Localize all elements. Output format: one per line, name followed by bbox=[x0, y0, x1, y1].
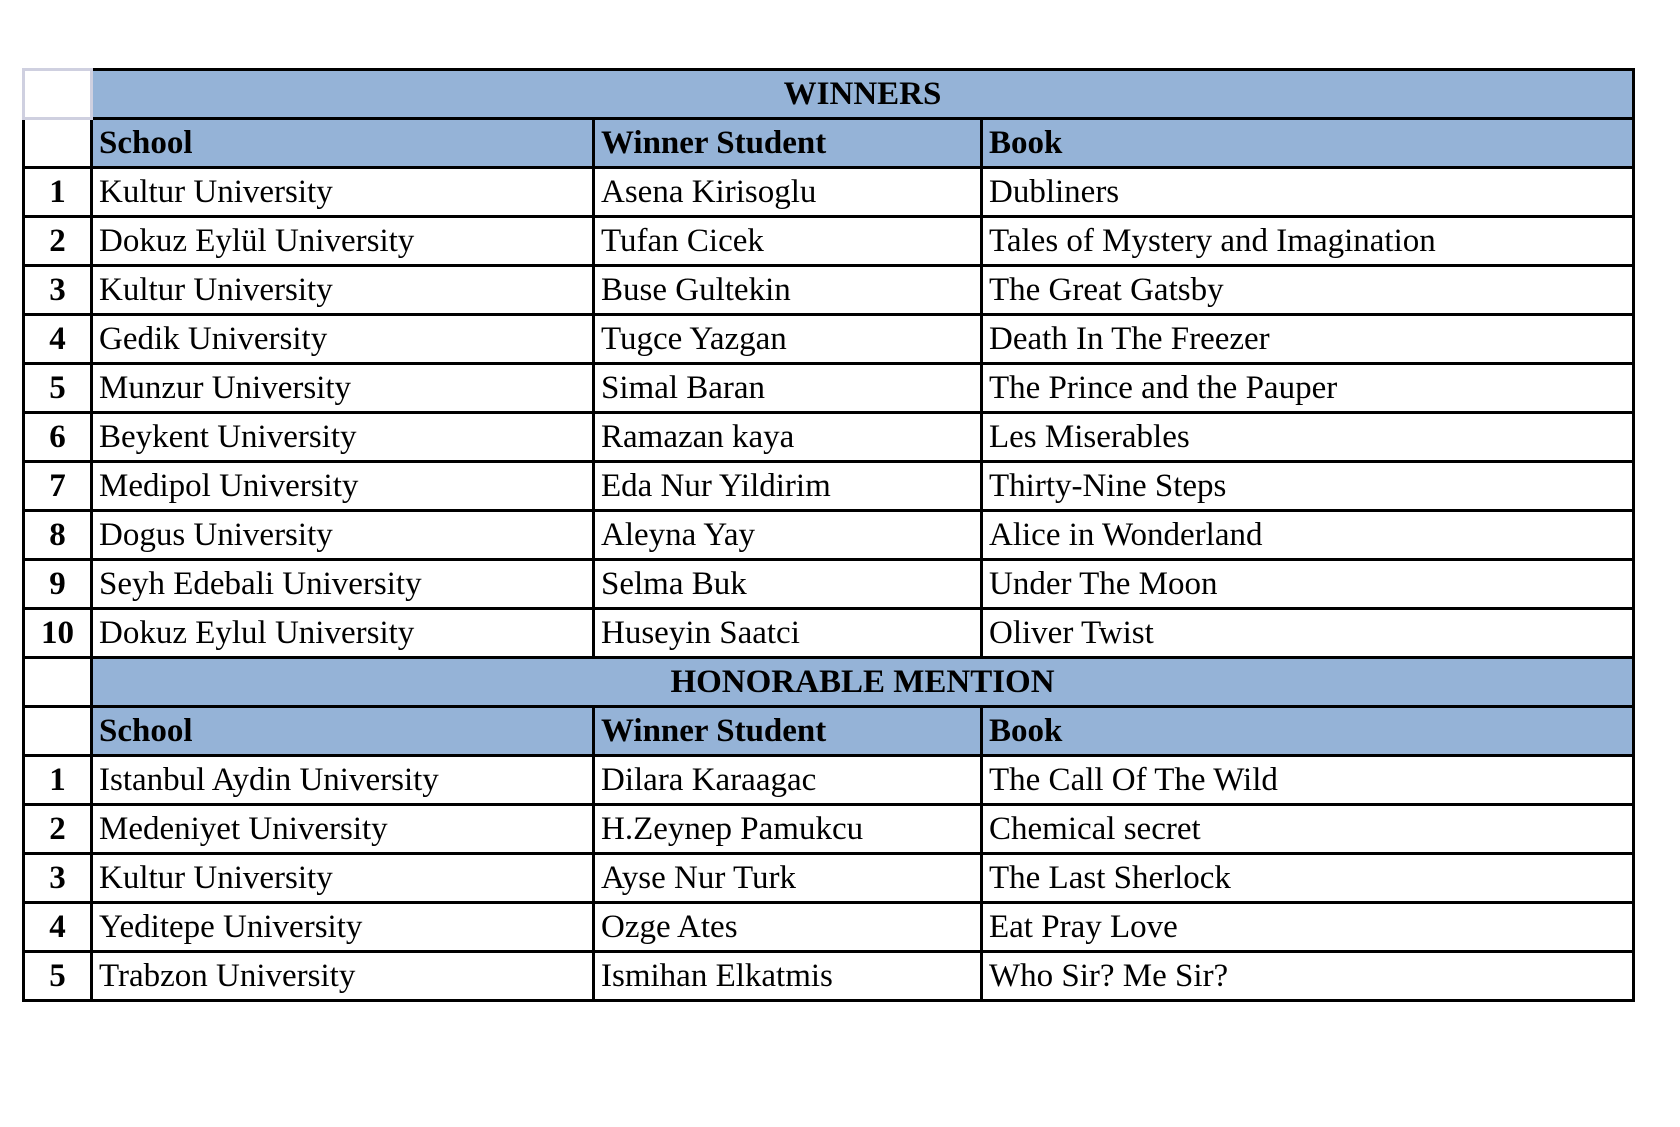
row-number: 4 bbox=[22, 313, 93, 365]
row-number: 3 bbox=[22, 264, 93, 316]
row-number: 10 bbox=[22, 607, 93, 659]
column-header-student: Winner Student bbox=[592, 117, 983, 169]
book-cell: Thirty-Nine Steps bbox=[979, 460, 1636, 512]
student-cell: Dilara Karaagac bbox=[592, 754, 983, 806]
school-cell: Dogus University bbox=[90, 509, 595, 561]
row-number: 5 bbox=[22, 362, 93, 414]
table-row: 9 Seyh Edebali University Selma Buk Under T… bbox=[22, 558, 1636, 610]
row-number: 2 bbox=[22, 215, 93, 267]
student-cell: Eda Nur Yildirim bbox=[592, 460, 983, 512]
table-row: 5 Munzur University Simal Baran The Prince … bbox=[22, 362, 1636, 414]
table-row: 4 Yeditepe University Ozge Ates Eat Pray Lo… bbox=[22, 901, 1636, 953]
column-header-school: School bbox=[90, 117, 595, 169]
row-number: 1 bbox=[22, 166, 93, 218]
book-cell: Chemical secret bbox=[979, 803, 1636, 855]
book-cell: Tales of Mystery and Imagination bbox=[979, 215, 1636, 267]
row-number: 8 bbox=[22, 509, 93, 561]
student-cell: Ozge Ates bbox=[592, 901, 983, 953]
table-row: 7 Medipol University Eda Nur Yildirim Thirt… bbox=[22, 460, 1636, 512]
school-cell: Trabzon University bbox=[90, 950, 595, 1002]
winners-header-row: School Winner Student Book bbox=[22, 117, 1636, 169]
honorable-header-row: School Winner Student Book bbox=[22, 705, 1636, 757]
book-cell: The Call Of The Wild bbox=[979, 754, 1636, 806]
row-number: 7 bbox=[22, 460, 93, 512]
book-cell: Alice in Wonderland bbox=[979, 509, 1636, 561]
school-cell: Beykent University bbox=[90, 411, 595, 463]
book-cell: Eat Pray Love bbox=[979, 901, 1636, 953]
student-cell: Selma Buk bbox=[592, 558, 983, 610]
school-cell: Kultur University bbox=[90, 264, 595, 316]
table-row: 8 Dogus University Aleyna Yay Alice in Wond… bbox=[22, 509, 1636, 561]
book-cell: Who Sir? Me Sir? bbox=[979, 950, 1636, 1002]
student-cell: Simal Baran bbox=[592, 362, 983, 414]
column-header-school: School bbox=[90, 705, 595, 757]
book-cell: The Prince and the Pauper bbox=[979, 362, 1636, 414]
row-number: 9 bbox=[22, 558, 93, 610]
table-row: 1 Kultur University Asena Kirisoglu Dubline… bbox=[22, 166, 1636, 218]
honorable-title-row: HONORABLE MENTION bbox=[22, 656, 1636, 708]
school-cell: Kultur University bbox=[90, 852, 595, 904]
empty-cell bbox=[22, 117, 93, 169]
empty-cell bbox=[22, 705, 93, 757]
school-cell: Istanbul Aydin University bbox=[90, 754, 595, 806]
table-row: 1 Istanbul Aydin University Dilara Karaaga… bbox=[22, 754, 1636, 806]
book-cell: The Great Gatsby bbox=[979, 264, 1636, 316]
row-number: 6 bbox=[22, 411, 93, 463]
section-title: HONORABLE MENTION bbox=[89, 656, 1636, 708]
table-row: 10 Dokuz Eylul University Huseyin Saatci Ol… bbox=[22, 607, 1636, 659]
table-row: 3 Kultur University Ayse Nur Turk The Last … bbox=[22, 852, 1636, 904]
school-cell: Yeditepe University bbox=[90, 901, 595, 953]
row-number: 1 bbox=[22, 754, 93, 806]
book-cell: Oliver Twist bbox=[979, 607, 1636, 659]
row-number: 4 bbox=[22, 901, 93, 953]
student-cell: Aleyna Yay bbox=[592, 509, 983, 561]
student-cell: Asena Kirisoglu bbox=[592, 166, 983, 218]
row-number: 3 bbox=[22, 852, 93, 904]
winners-table: WINNERS School Winner Student Book 1 Kultur U… bbox=[22, 68, 1636, 1002]
table-row: 4 Gedik University Tugce Yazgan Death In Th… bbox=[22, 313, 1636, 365]
table-row: 6 Beykent University Ramazan kaya Les Miser… bbox=[22, 411, 1636, 463]
book-cell: Under The Moon bbox=[979, 558, 1636, 610]
winners-title-row: WINNERS bbox=[22, 68, 1636, 120]
school-cell: Medipol University bbox=[90, 460, 595, 512]
book-cell: Les Miserables bbox=[979, 411, 1636, 463]
school-cell: Kultur University bbox=[90, 166, 595, 218]
section-title: WINNERS bbox=[89, 68, 1636, 120]
student-cell: Tugce Yazgan bbox=[592, 313, 983, 365]
column-header-student: Winner Student bbox=[592, 705, 983, 757]
column-header-book: Book bbox=[979, 705, 1636, 757]
school-cell: Seyh Edebali University bbox=[90, 558, 595, 610]
school-cell: Medeniyet University bbox=[90, 803, 595, 855]
student-cell: Ramazan kaya bbox=[592, 411, 983, 463]
row-number: 5 bbox=[22, 950, 93, 1002]
empty-cell bbox=[22, 656, 93, 708]
table-row: 3 Kultur University Buse Gultekin The Great… bbox=[22, 264, 1636, 316]
student-cell: H.Zeynep Pamukcu bbox=[592, 803, 983, 855]
table-row: 2 Dokuz Eylül University Tufan Cicek Tales … bbox=[22, 215, 1636, 267]
book-cell: Dubliners bbox=[979, 166, 1636, 218]
school-cell: Dokuz Eylül University bbox=[90, 215, 595, 267]
table-row: 2 Medeniyet University H.Zeynep Pamukcu Che… bbox=[22, 803, 1636, 855]
school-cell: Gedik University bbox=[90, 313, 595, 365]
book-cell: Death In The Freezer bbox=[979, 313, 1636, 365]
student-cell: Buse Gultekin bbox=[592, 264, 983, 316]
column-header-book: Book bbox=[979, 117, 1636, 169]
table-row: 5 Trabzon University Ismihan Elkatmis Who S… bbox=[22, 950, 1636, 1002]
student-cell: Tufan Cicek bbox=[592, 215, 983, 267]
row-number: 2 bbox=[22, 803, 93, 855]
book-cell: The Last Sherlock bbox=[979, 852, 1636, 904]
student-cell: Huseyin Saatci bbox=[592, 607, 983, 659]
student-cell: Ayse Nur Turk bbox=[592, 852, 983, 904]
school-cell: Munzur University bbox=[90, 362, 595, 414]
school-cell: Dokuz Eylul University bbox=[90, 607, 595, 659]
student-cell: Ismihan Elkatmis bbox=[592, 950, 983, 1002]
empty-cell bbox=[22, 68, 93, 120]
